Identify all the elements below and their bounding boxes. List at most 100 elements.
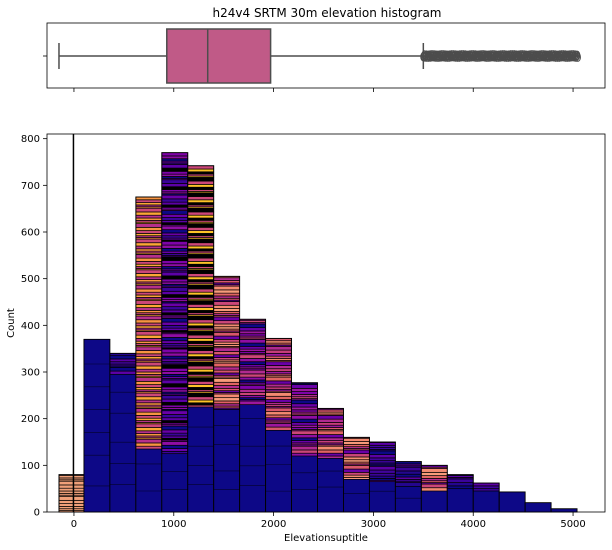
bar-stratum bbox=[135, 263, 163, 267]
bar-stratum bbox=[213, 381, 241, 386]
bar-stratum bbox=[161, 394, 189, 400]
bar-base-segment bbox=[135, 449, 162, 512]
bar-stratum bbox=[420, 475, 448, 479]
bar-stratum bbox=[213, 320, 241, 325]
bar-stratum bbox=[161, 312, 189, 316]
bar-stratum bbox=[161, 398, 189, 403]
bar-stratum bbox=[161, 425, 189, 431]
bar-stratum bbox=[161, 450, 189, 455]
bar-stratum bbox=[343, 441, 370, 445]
bar-stratum bbox=[135, 261, 163, 265]
bar-stratum bbox=[395, 466, 422, 472]
bar-stratum bbox=[135, 338, 163, 342]
bar-stratum bbox=[187, 300, 215, 305]
bar-stratum bbox=[161, 324, 189, 329]
bar-stratum bbox=[135, 392, 163, 398]
histogram-bar bbox=[239, 318, 267, 513]
bar-stratum bbox=[161, 235, 189, 239]
bar-stratum bbox=[239, 361, 266, 365]
bar-stratum bbox=[187, 276, 215, 280]
bar-stratum bbox=[265, 407, 292, 413]
bar-stratum bbox=[161, 389, 189, 393]
bar-stratum bbox=[472, 485, 500, 490]
bar-stratum bbox=[161, 296, 189, 301]
bar-stratum bbox=[213, 292, 241, 297]
bar-stratum bbox=[187, 346, 215, 351]
bar-outline bbox=[550, 508, 578, 513]
bar-stratum bbox=[317, 449, 344, 454]
bar-stratum bbox=[239, 392, 266, 396]
bar-stratum bbox=[291, 384, 318, 389]
bar-stratum bbox=[213, 331, 241, 337]
bar-stratum bbox=[161, 429, 189, 434]
bar-stratum bbox=[135, 245, 163, 250]
bar-stratum bbox=[161, 410, 189, 415]
y-tick-label: 600 bbox=[21, 228, 40, 239]
bar-stratum bbox=[369, 454, 396, 459]
bar-stratum bbox=[161, 210, 189, 215]
x-axis-ticks: 0 1000 2000 3000 4000 5000 bbox=[71, 512, 586, 530]
bar-stratum bbox=[135, 396, 163, 401]
bar-stratum bbox=[161, 373, 189, 378]
histogram-bar bbox=[446, 474, 474, 513]
bar-stratum bbox=[135, 291, 163, 296]
bar-base-segment bbox=[473, 491, 500, 512]
bar-stratum bbox=[135, 445, 163, 450]
bar-stratum bbox=[161, 333, 189, 338]
bar-stratum bbox=[135, 199, 163, 203]
bar-stratum bbox=[291, 430, 318, 435]
bar-stratum bbox=[135, 279, 163, 283]
bar-stratum bbox=[161, 364, 189, 369]
bar-stratum bbox=[161, 173, 189, 177]
bar-stratum bbox=[265, 383, 292, 388]
histogram-bar bbox=[420, 464, 448, 513]
histogram-bar bbox=[524, 502, 552, 513]
bar-stratum bbox=[58, 499, 85, 504]
bar-stratum bbox=[187, 242, 215, 247]
bar-stratum bbox=[369, 475, 396, 479]
bar-stratum bbox=[161, 348, 189, 354]
bar-stratum bbox=[265, 376, 292, 382]
bar-stratum bbox=[343, 437, 370, 442]
bar-stratum bbox=[135, 300, 163, 305]
bar-base-segment bbox=[525, 502, 552, 512]
bar-stratum bbox=[161, 367, 189, 372]
bar-stratum bbox=[161, 306, 189, 311]
bar-outline bbox=[524, 502, 552, 513]
bar-stratum bbox=[187, 254, 215, 259]
bar-stratum bbox=[343, 471, 370, 476]
bar-stratum bbox=[161, 263, 189, 267]
bar-outline bbox=[498, 491, 526, 513]
bar-stratum bbox=[213, 393, 241, 399]
bar-stratum bbox=[161, 355, 189, 360]
bar-stratum bbox=[135, 346, 163, 351]
bar-stratum bbox=[161, 278, 189, 283]
bar-stratum bbox=[58, 475, 85, 479]
bar-stratum bbox=[135, 322, 163, 327]
boxplot-title: h24v4 SRTM 30m elevation histogram bbox=[213, 6, 442, 20]
bar-stratum bbox=[213, 285, 241, 291]
bar-stratum bbox=[213, 369, 241, 374]
bar-stratum bbox=[109, 361, 137, 365]
bar-stratum bbox=[187, 184, 215, 188]
bar-base-segment bbox=[421, 491, 448, 512]
bar-stratum bbox=[395, 473, 422, 478]
bar-base-segment bbox=[109, 374, 136, 512]
bar-stratum bbox=[161, 225, 189, 231]
bar-stratum bbox=[291, 418, 318, 423]
bar-stratum bbox=[265, 380, 292, 385]
histogram-bar bbox=[135, 196, 163, 513]
bar-stratum bbox=[187, 291, 215, 296]
bar-stratum bbox=[265, 368, 292, 372]
bar-stratum bbox=[187, 368, 215, 373]
bar-stratum bbox=[135, 408, 163, 413]
bar-stratum bbox=[446, 478, 474, 483]
bar-stratum bbox=[239, 354, 266, 359]
bar-stratum bbox=[239, 342, 266, 347]
bar-stratum bbox=[213, 338, 241, 343]
boxplot-panel: h24v4 SRTM 30m elevation histogram bbox=[43, 6, 606, 92]
bar-stratum bbox=[213, 304, 241, 309]
y-tick-label: 0 bbox=[34, 508, 40, 519]
bar-stratum bbox=[187, 303, 215, 308]
bar-stratum bbox=[135, 334, 163, 339]
